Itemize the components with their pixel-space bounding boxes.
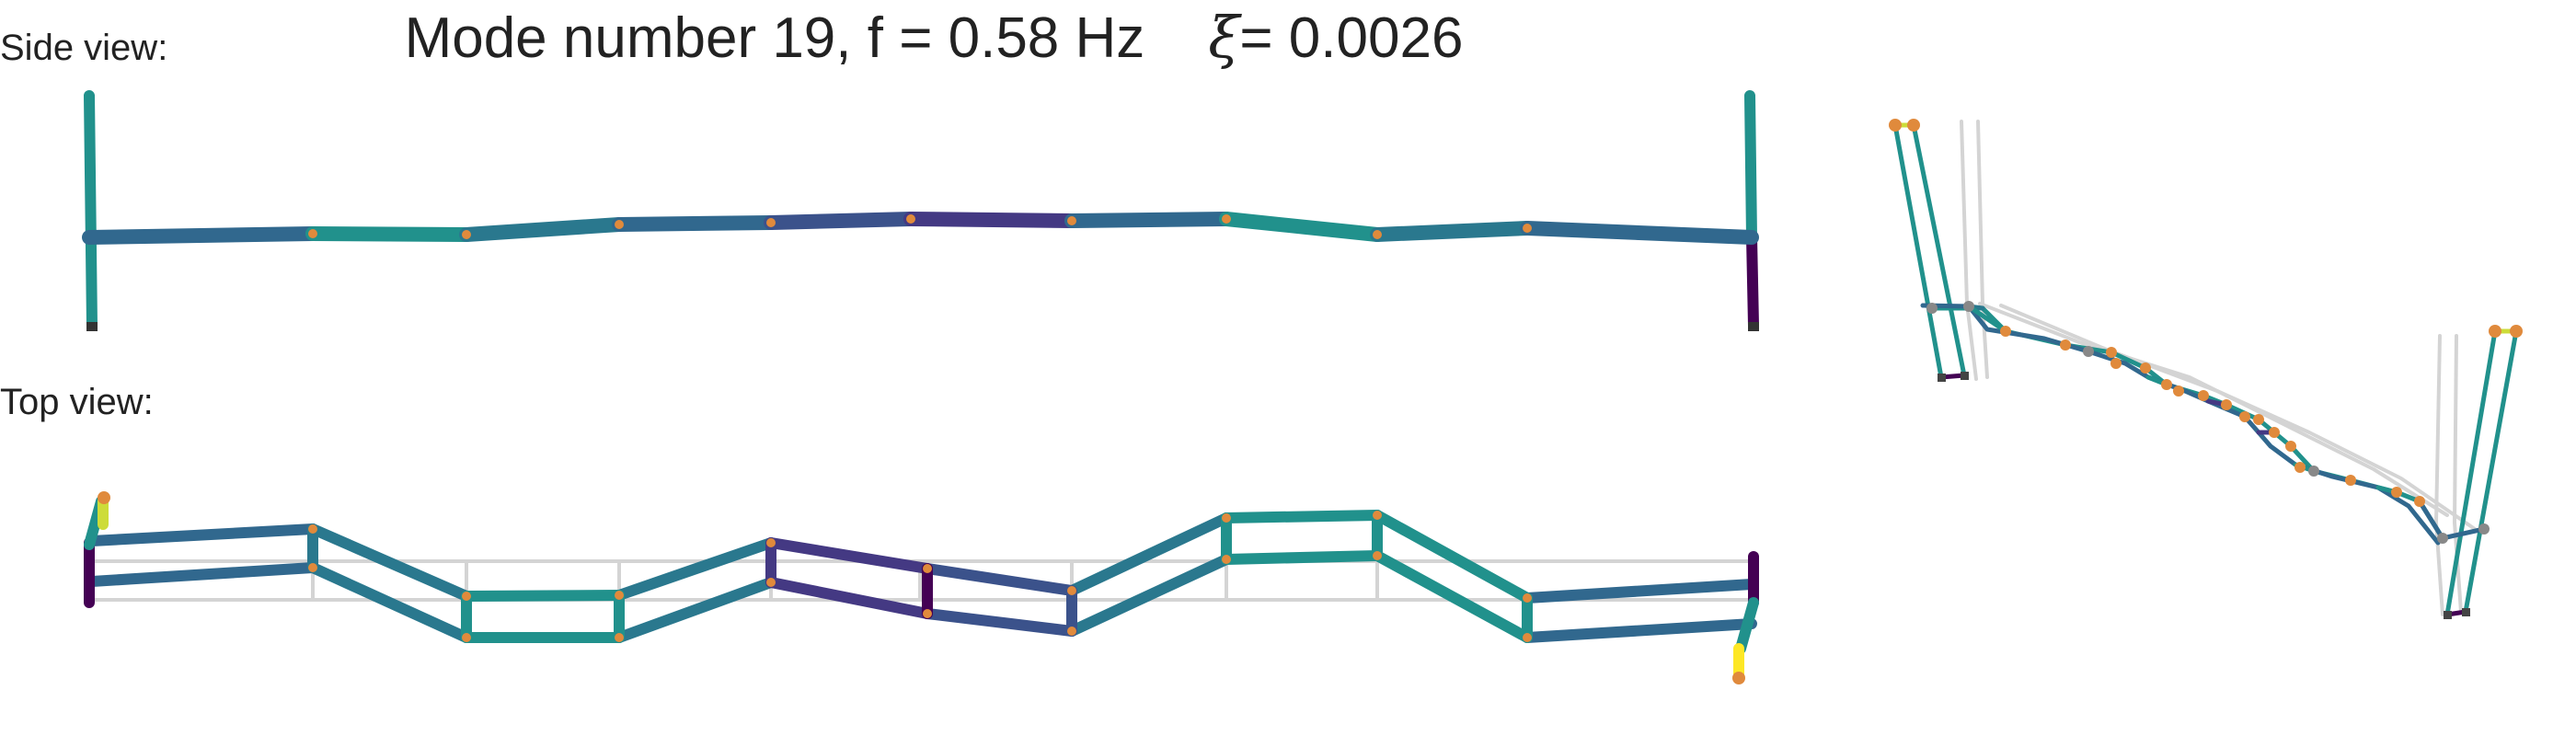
side-deck: [82, 212, 1759, 245]
iso-supports: [1938, 372, 2470, 619]
side-view-label: Side view:: [0, 28, 168, 68]
top-view: [84, 491, 1759, 684]
iso-nodes: [1889, 119, 2523, 507]
side-right-support: [1748, 322, 1759, 331]
xi-symbol: ξ: [1208, 4, 1240, 71]
top-cross-beams: [307, 510, 1533, 643]
side-view: [82, 90, 1759, 331]
iso-grey-nodes: [1926, 301, 2490, 544]
plot-title: Mode number 19, f = 0.58 Hz ξ= 0.0026: [0, 4, 1868, 71]
iso-deck: [1920, 303, 2487, 546]
mode-text: Mode number 19, f = 0.58 Hz: [404, 6, 1145, 70]
side-right-tower-base: [1746, 232, 1759, 331]
top-nodes: [98, 491, 1745, 684]
side-nodes: [308, 214, 1532, 239]
side-left-support: [86, 322, 98, 331]
top-chord-lower: [86, 550, 1757, 643]
iso-left-tower: [1892, 122, 1967, 380]
top-undeformed: [87, 559, 1754, 602]
side-left-tower: [84, 90, 98, 331]
iso-view: [1889, 119, 2523, 619]
damping-value: = 0.0026: [1239, 6, 1464, 70]
top-view-label: Top view:: [0, 382, 154, 422]
iso-undeformed: [1960, 120, 2477, 616]
side-right-tower: [1744, 90, 1757, 243]
top-chord-upper: [86, 510, 1757, 604]
